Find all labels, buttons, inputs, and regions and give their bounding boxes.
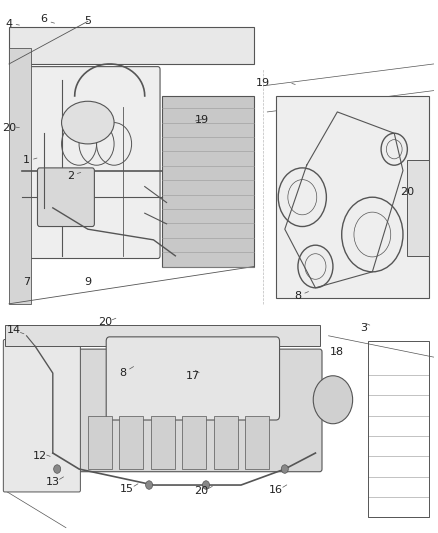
Text: 20: 20	[98, 318, 113, 327]
Circle shape	[281, 465, 288, 473]
FancyBboxPatch shape	[4, 340, 81, 492]
Text: 19: 19	[194, 115, 208, 125]
FancyBboxPatch shape	[77, 349, 322, 472]
Text: 14: 14	[6, 326, 21, 335]
Text: 17: 17	[186, 371, 200, 381]
Bar	[9, 48, 31, 304]
Text: 1: 1	[23, 155, 30, 165]
Ellipse shape	[62, 101, 114, 144]
Bar	[182, 416, 206, 469]
Bar	[407, 160, 429, 256]
Bar	[276, 96, 429, 298]
Text: 20: 20	[194, 487, 208, 496]
Text: 15: 15	[120, 484, 134, 494]
Text: 3: 3	[360, 323, 367, 333]
Text: 6: 6	[41, 14, 48, 23]
FancyBboxPatch shape	[5, 16, 263, 304]
FancyBboxPatch shape	[9, 27, 254, 64]
Text: 4: 4	[5, 19, 13, 29]
FancyBboxPatch shape	[5, 325, 429, 528]
Text: 16: 16	[269, 486, 283, 495]
FancyBboxPatch shape	[38, 168, 94, 227]
Text: 20: 20	[2, 123, 16, 133]
Text: 7: 7	[23, 278, 30, 287]
Bar	[5, 325, 320, 346]
Bar	[245, 416, 269, 469]
Bar	[214, 416, 238, 469]
Bar	[88, 416, 112, 469]
Bar	[119, 416, 143, 469]
Text: 12: 12	[32, 451, 47, 461]
Text: 20: 20	[400, 187, 414, 197]
Text: 13: 13	[46, 478, 60, 487]
Text: 18: 18	[330, 347, 344, 357]
Text: 9: 9	[84, 278, 92, 287]
Circle shape	[145, 481, 152, 489]
Circle shape	[54, 465, 61, 473]
Bar	[368, 341, 429, 517]
FancyBboxPatch shape	[267, 80, 434, 304]
Text: 19: 19	[256, 78, 270, 87]
FancyBboxPatch shape	[25, 67, 160, 259]
Bar	[162, 96, 254, 266]
Text: 5: 5	[85, 17, 91, 26]
Circle shape	[202, 481, 209, 489]
Text: 8: 8	[119, 368, 127, 378]
Text: 8: 8	[294, 291, 301, 301]
Bar	[151, 416, 175, 469]
FancyBboxPatch shape	[106, 337, 279, 420]
Circle shape	[313, 376, 353, 424]
Text: 2: 2	[67, 171, 74, 181]
